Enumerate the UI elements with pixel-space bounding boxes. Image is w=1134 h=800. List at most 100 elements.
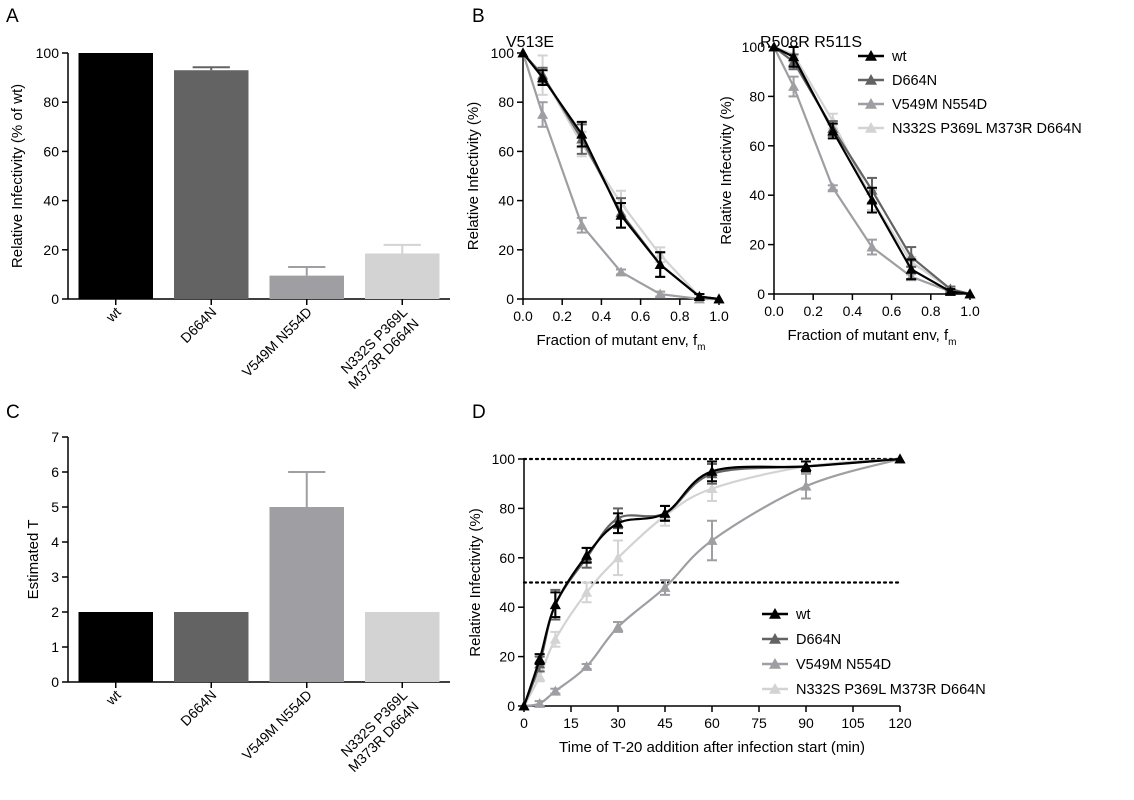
panel-b-right-x-tick-label: 1.0: [960, 303, 980, 319]
panel-a-bar: [269, 275, 344, 299]
panel-a-x-tick-label: wt: [102, 304, 124, 326]
panel-d-series-line: [523, 457, 901, 708]
panel-d-legend-label: wt: [795, 607, 811, 623]
panel-b-right-title: R508R R511S: [760, 34, 862, 51]
panel-b-legend-swatch-marker: [865, 122, 877, 133]
panel-b-left-data-point: [693, 291, 705, 301]
panel-b-left-x-tick-label: 0.4: [592, 308, 612, 324]
panel-c-y-tick-label: 4: [51, 534, 59, 550]
panel-d-data-point: [549, 633, 561, 644]
panel-b-right-x-tick-label: 0.0: [764, 303, 784, 319]
panel-d-data-point: [549, 599, 561, 610]
panel-b-left-x-axis-label: Fraction of mutant env, fm: [537, 332, 706, 353]
panel-b-legend-label: N332S P369L M373R D664N: [892, 121, 1082, 137]
panel-b-left-title: V513E: [506, 34, 554, 51]
panel-b-left-data-point: [517, 47, 529, 58]
panel-d-x-axis-label-main: Time of T-20 addition after infection st…: [559, 739, 865, 756]
panel-b-left-data-point: [576, 128, 588, 139]
panel-b-right-y-tick-label: 80: [749, 88, 765, 104]
panel-d-x-tick-label: 105: [841, 715, 865, 731]
panel-c-y-tick-label: 2: [51, 604, 59, 620]
panel-c-y-axis-label: Estimated T: [25, 520, 42, 600]
panel-d-data-point: [800, 480, 812, 491]
panel-b-left-data-point: [615, 209, 627, 220]
panel-b-legend-label: wt: [891, 49, 907, 65]
panel-b-right-y-tick-label: 40: [749, 187, 765, 203]
panel-a-y-tick-label: 80: [43, 94, 59, 110]
panel-letter-c: C: [6, 402, 20, 423]
panel-a-x-tick-label: N332S P369LM373R D664N: [334, 304, 422, 392]
panel-d-data-point: [659, 581, 671, 592]
panel-b-right-data-point: [788, 51, 800, 62]
panel-b-left-y-axis-label: Relative Infectivity (%): [465, 102, 482, 250]
panel-a-x-tick-label: V549M N554D: [239, 304, 315, 380]
panel-d-x-tick-label: 30: [610, 715, 626, 731]
panel-d-x-tick-label: 75: [751, 715, 767, 731]
panel-b-right-x-tick-label: 0.8: [921, 303, 941, 319]
panel-a-x-tick-label-line: D664N: [177, 304, 219, 346]
panel-c-bar-chart: 0 1 2 3 4 5 6 7 Estimated T wt D664N V549M N554D N33…: [25, 429, 450, 775]
panel-c-x-tick-label-line: wt: [102, 687, 124, 709]
panel-b-left-data-point: [654, 259, 666, 269]
panel-c-x-tick-label-line: V549M N554D: [239, 687, 315, 763]
panel-b-right-x-tick-label: 0.6: [882, 303, 902, 319]
panel-d-data-point: [612, 552, 624, 563]
panel-c-y-tick-label: 3: [51, 569, 59, 585]
panel-d-x-tick-label: 60: [704, 715, 720, 731]
panel-d-data-point: [706, 483, 718, 494]
panel-d-x-tick-label: 0: [520, 715, 528, 731]
panel-b-left-data-point: [713, 293, 725, 304]
panel-b-right-x-axis-label-main: Fraction of mutant env, f: [788, 327, 949, 344]
panel-d-data-point: [534, 653, 546, 664]
panel-b-legend-label: D664N: [892, 73, 937, 89]
panel-a-y-axis-label: Relative Infectivity (% of wt): [9, 84, 26, 268]
panel-b-right-data-point: [905, 263, 917, 274]
panel-b-left-y-tick-label: 20: [498, 242, 514, 258]
panel-b-left-x-tick-label: 0.8: [670, 308, 690, 324]
panel-b-right-x-tick-label: 0.4: [843, 303, 863, 319]
panel-a-y-tick-label: 0: [51, 291, 59, 307]
panel-b-left-x-axis-label-subscript: m: [697, 342, 705, 353]
panel-a-y-tick-label: 100: [36, 45, 60, 61]
panel-a-y-tick-label: 60: [43, 143, 59, 159]
panel-d-y-tick-label: 20: [499, 649, 515, 665]
panel-d-x-tick-label: 45: [657, 715, 673, 731]
panel-b-right-data-point: [866, 241, 878, 252]
panel-d-legend-label: V549M N554D: [796, 657, 891, 673]
panel-b-right-x-tick-label: 0.2: [803, 303, 823, 319]
panel-a-y-tick-label: 40: [43, 193, 59, 209]
panel-d-legend-swatch-marker: [769, 633, 781, 644]
panel-d-y-tick-label: 60: [499, 550, 515, 566]
panel-a-y-tick-label: 20: [43, 242, 59, 258]
panel-letter-d: D: [472, 402, 486, 423]
panel-c-bar: [365, 612, 440, 682]
panel-d-data-point: [581, 586, 593, 597]
panel-c-bar: [78, 612, 153, 682]
panel-b-left-y-tick-label: 80: [498, 94, 514, 110]
panel-b-left-x-tick-label: 0.2: [552, 308, 572, 324]
panel-d-y-axis-label: Relative Infectivity (%): [467, 508, 484, 656]
panel-b-left-y-tick-label: 40: [498, 193, 514, 209]
panel-b-legend-label: V549M N554D: [892, 97, 987, 113]
panel-b-right-y-tick-label: 20: [749, 237, 765, 253]
panel-c-y-tick-label: 5: [51, 499, 59, 515]
panel-d-legend-swatch-marker: [769, 608, 781, 619]
panel-d-legend-swatch-marker: [769, 658, 781, 669]
panel-a-bar: [365, 253, 440, 299]
panel-a-x-tick-label-line: V549M N554D: [239, 304, 315, 380]
panel-c-x-tick-label: wt: [102, 687, 124, 709]
panel-c-y-tick-label: 6: [51, 464, 59, 480]
panel-c-y-tick-label: 0: [51, 674, 59, 690]
panel-b-left-data-point: [654, 288, 666, 299]
panel-d-data-point: [534, 698, 546, 708]
panel-d-data-point: [549, 685, 561, 696]
panel-d-y-tick-label: 40: [499, 599, 515, 615]
panel-c-y-tick-label: 7: [51, 429, 59, 445]
panel-b-right-line-chart: 0 20 40 60 80 100 Relative Infectivity (%) 0.0 0…: [718, 34, 980, 348]
panel-b-left-series-line: [522, 52, 720, 301]
panel-b-left-data-point: [537, 109, 549, 119]
panel-a-x-tick-label-line: wt: [102, 304, 124, 326]
panel-b-left-y-tick-label: 100: [491, 45, 515, 61]
panel-b-legend-swatch-marker: [865, 50, 877, 61]
